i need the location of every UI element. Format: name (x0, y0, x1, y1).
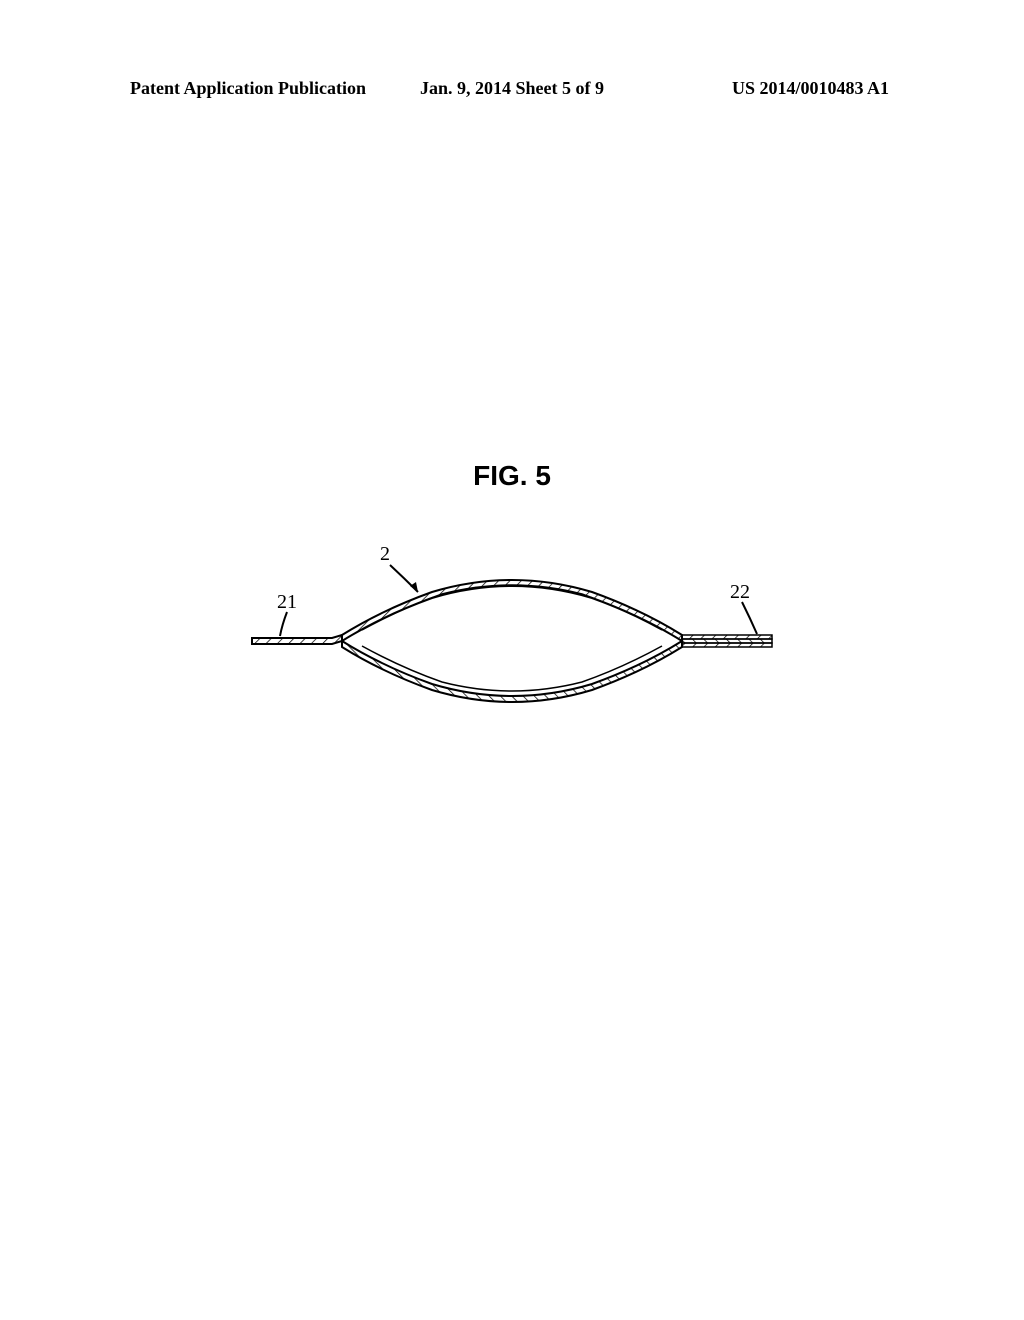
header-date-sheet: Jan. 9, 2014 Sheet 5 of 9 (420, 78, 604, 99)
header-publication-type: Patent Application Publication (130, 78, 366, 99)
figure-drawing: 2 21 22 (232, 530, 792, 730)
figure-container: 2 21 22 (232, 530, 792, 730)
header-application-number: US 2014/0010483 A1 (732, 78, 889, 99)
figure-label: FIG. 5 (473, 460, 551, 492)
ref-label-main: 2 (380, 543, 390, 565)
page-header: Patent Application Publication Jan. 9, 2… (0, 78, 1024, 99)
ref-label-left: 21 (277, 591, 297, 613)
ref-label-right: 22 (730, 581, 750, 603)
